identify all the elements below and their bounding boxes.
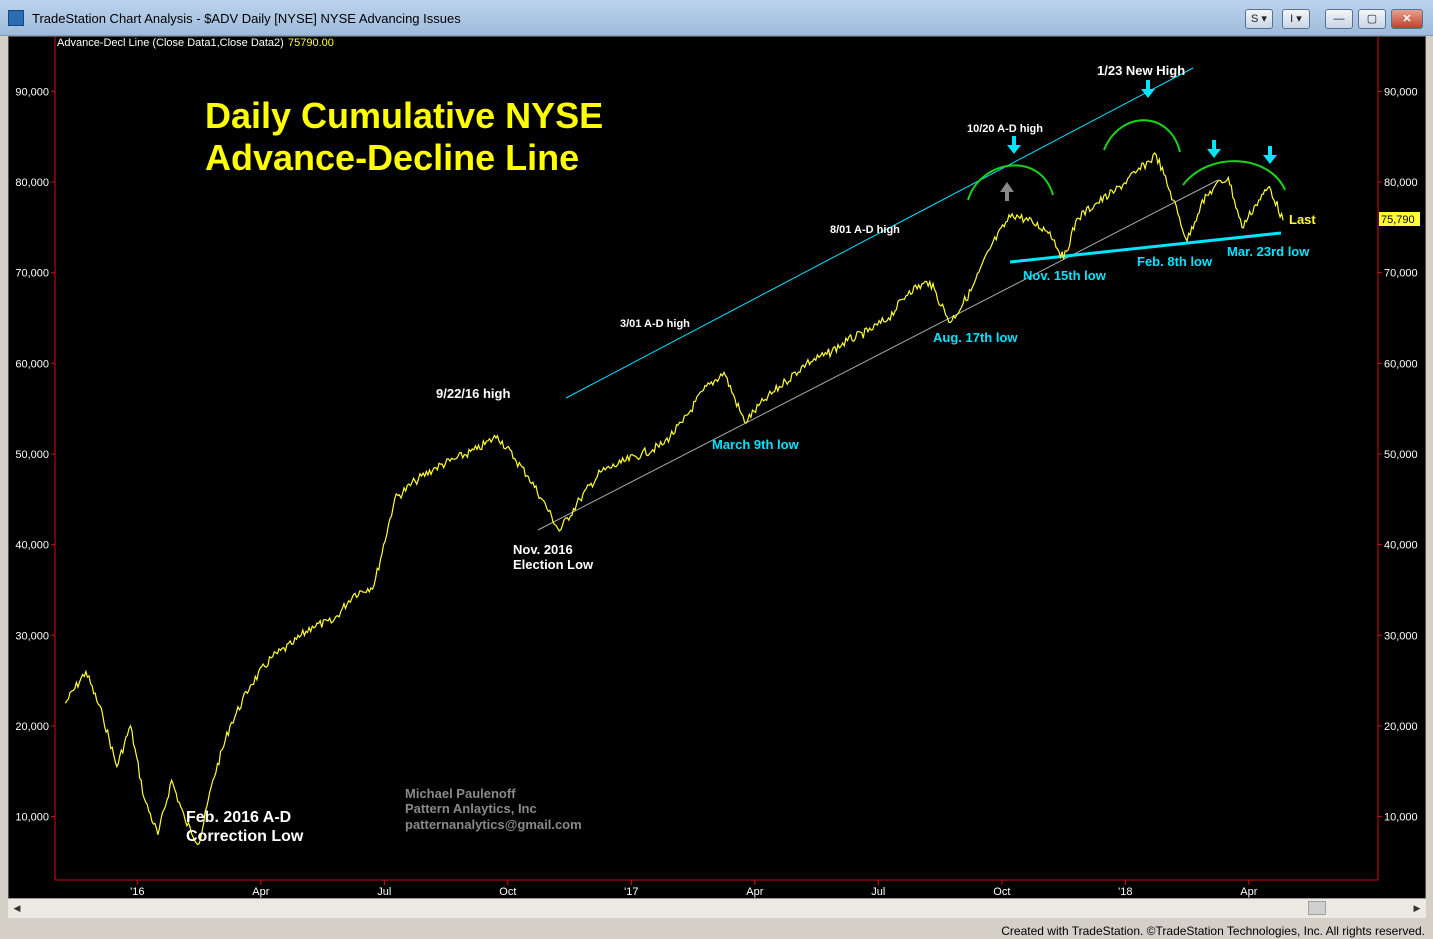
annotation-new-high-1-23: 1/23 New High [1097, 63, 1185, 78]
annotation-high-3-01: 3/01 A-D high [620, 318, 690, 330]
x-tick-label: Apr [252, 886, 269, 898]
annotation-march9: March 9th low [712, 437, 800, 452]
annotation-feb2016-line1: Feb. 2016 A-D [186, 809, 291, 826]
x-tick-label: '16 [130, 886, 144, 898]
title-bar: TradeStation Chart Analysis - $ADV Daily… [0, 0, 1433, 36]
lower-support-line [537, 179, 1219, 531]
scroll-thumb[interactable] [1308, 901, 1326, 915]
neckline [1009, 231, 1282, 264]
close-button[interactable]: ✕ [1391, 9, 1423, 29]
maximize-button[interactable]: ▢ [1358, 9, 1386, 29]
watermark-name: Michael Paulenoff [405, 786, 516, 801]
scroll-right-icon[interactable]: ▶ [1413, 903, 1421, 913]
x-tick-label: Apr [746, 886, 763, 898]
s-button[interactable]: S ▾ [1245, 9, 1273, 29]
y-tick-label-right: 80,000 [1384, 177, 1418, 189]
y-axis-left: 10,000 20,000 30,000 40,000 50,000 60,000 70,0… [15, 86, 55, 824]
indicator-label: Advance-Decl Line (Close Data1,Close Dat… [57, 37, 284, 49]
footer-credit: Created with TradeStation. ©TradeStation… [1001, 924, 1425, 938]
y-tick-label-right: 50,000 [1384, 449, 1418, 461]
y-tick-label-right: 30,000 [1384, 630, 1418, 642]
x-tick-label: '17 [624, 886, 638, 898]
indicator-value: 75790.00 [288, 37, 334, 49]
x-tick-label: Jul [377, 886, 391, 898]
annotation-aug17: Aug. 17th low [933, 330, 1018, 345]
y-tick-label-right: 20,000 [1384, 721, 1418, 733]
scroll-left-icon[interactable]: ◀ [13, 903, 21, 913]
y-tick-label-right: 60,000 [1384, 358, 1418, 370]
watermark-email: patternanalytics@gmail.com [405, 817, 582, 832]
y-tick-label-left: 40,000 [15, 540, 49, 552]
x-tick-label: Oct [993, 886, 1010, 898]
y-tick-label-right: 40,000 [1384, 540, 1418, 552]
watermark-company: Pattern Anlaytics, Inc [405, 801, 537, 816]
arrow-down-icon [1263, 146, 1277, 164]
arrow-down-icon [1207, 140, 1221, 158]
chart-title-line2: Advance-Decline Line [205, 137, 579, 178]
app-icon [8, 10, 24, 26]
annotation-feb2016-line2: Correction Low [186, 828, 304, 845]
y-tick-label-right: 90,000 [1384, 86, 1418, 98]
y-tick-label-right: 10,000 [1384, 812, 1418, 824]
annotation-mar23: Mar. 23rd low [1227, 244, 1310, 259]
y-tick-label-left: 60,000 [15, 358, 49, 370]
annotation-high-10-20: 10/20 A-D high [967, 123, 1043, 135]
x-tick-label: Jul [871, 886, 885, 898]
x-tick-label: Apr [1240, 886, 1257, 898]
annotation-feb8: Feb. 8th low [1137, 254, 1213, 269]
y-axis-right: 10,000 20,000 30,000 40,000 50,000 60,000 70,0… [1378, 86, 1418, 824]
last-value-badge [1379, 212, 1420, 226]
arc-march [1182, 160, 1286, 191]
x-axis: '16 Apr Jul Oct '17 Apr Jul Oct '18 Apr [130, 880, 1258, 898]
annotation-high-8-01: 8/01 A-D high [830, 224, 900, 236]
annotation-high-9-22: 9/22/16 high [436, 386, 510, 401]
annotation-nov2016-line2: Election Low [513, 557, 594, 572]
last-value-badge-text: 75,790 [1381, 214, 1415, 226]
y-tick-label-left: 90,000 [15, 86, 49, 98]
y-tick-label-left: 50,000 [15, 449, 49, 461]
x-tick-label: '18 [1118, 886, 1132, 898]
arc-october [967, 164, 1054, 201]
y-tick-label-left: 10,000 [15, 812, 49, 824]
arrow-down-icon [1007, 136, 1021, 154]
y-tick-label-left: 20,000 [15, 721, 49, 733]
annotation-nov2016-line1: Nov. 2016 [513, 542, 573, 557]
chart-title-line1: Daily Cumulative NYSE [205, 95, 603, 136]
arrow-down-icon [1141, 80, 1155, 98]
y-tick-label-left: 80,000 [15, 177, 49, 189]
annotation-nov15: Nov. 15th low [1023, 268, 1107, 283]
arc-january [1103, 119, 1181, 153]
i-button[interactable]: I ▾ [1282, 9, 1310, 29]
x-tick-label: Oct [499, 886, 516, 898]
y-tick-label-left: 70,000 [15, 268, 49, 280]
horizontal-scrollbar[interactable]: ◀ ▶ [8, 898, 1426, 918]
minimize-button[interactable]: — [1325, 9, 1353, 29]
advance-decline-line [64, 152, 1284, 846]
window-title: TradeStation Chart Analysis - $ADV Daily… [32, 11, 461, 26]
y-tick-label-right: 70,000 [1384, 268, 1418, 280]
annotation-last: Last [1289, 212, 1316, 227]
upper-channel-line [565, 67, 1194, 399]
y-tick-label-left: 30,000 [15, 630, 49, 642]
arrow-up-icon [1000, 182, 1014, 201]
